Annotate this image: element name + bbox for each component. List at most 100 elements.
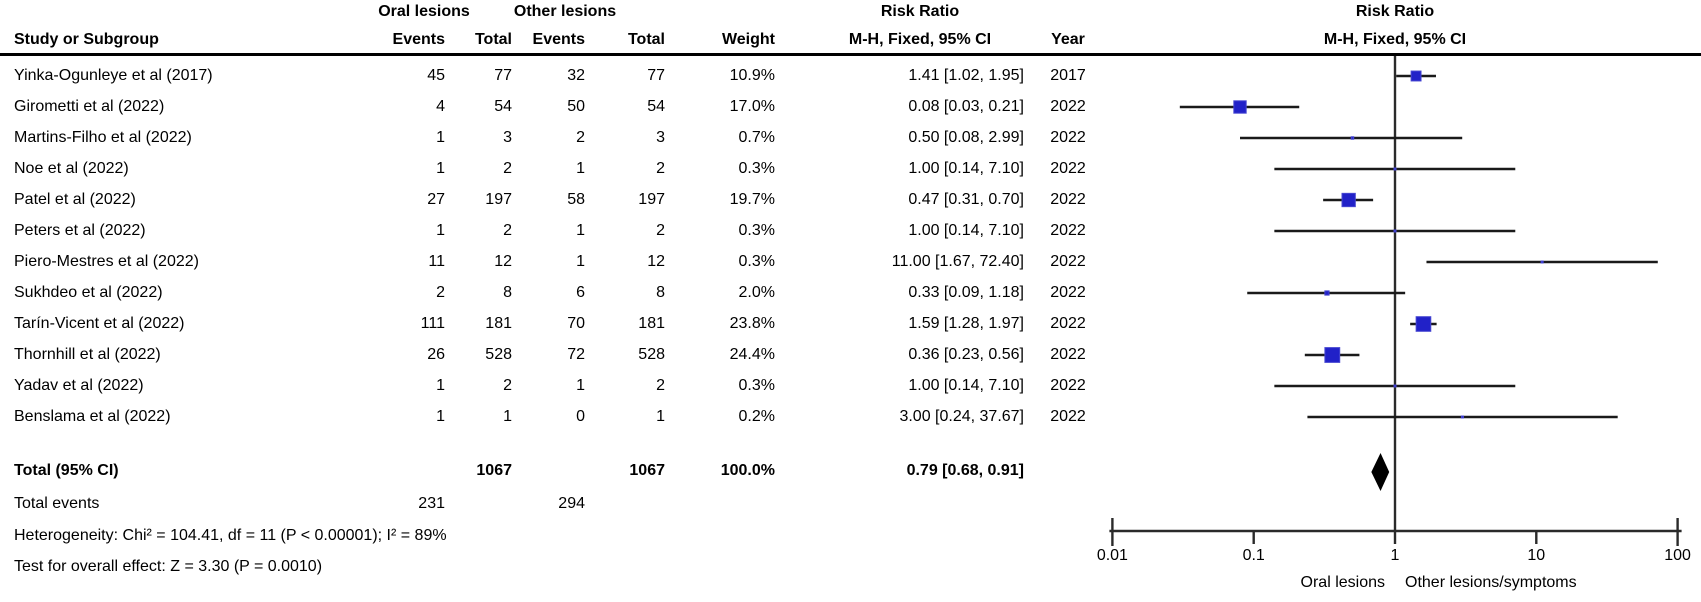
risk-ratio-cell: 0.33 [0.09, 1.18] <box>908 284 1024 301</box>
oral-total-cell: 197 <box>485 191 512 208</box>
weight-cell: 10.9% <box>729 67 775 84</box>
total-oral-total: 1067 <box>476 462 512 479</box>
risk-ratio-cell: 1.00 [0.14, 7.10] <box>908 377 1024 394</box>
risk-ratio-header-left: Risk Ratio <box>880 3 960 20</box>
year-cell: 2022 <box>1050 408 1086 425</box>
oral-events-cell: 2 <box>436 284 445 301</box>
weight-cell: 0.3% <box>738 160 775 177</box>
weight-cell: 0.7% <box>738 129 775 146</box>
risk-ratio-cell: 11.00 [1.67, 72.40] <box>891 253 1024 270</box>
oral-total-cell: 2 <box>503 377 512 394</box>
weight-cell: 0.2% <box>738 408 775 425</box>
total-row-label: Total (95% CI) <box>14 462 119 479</box>
favors-right-label: Other lesions/symptoms <box>1405 574 1577 591</box>
oral-events-cell: 27 <box>427 191 445 208</box>
risk-ratio-cell: 0.08 [0.03, 0.21] <box>908 98 1024 115</box>
risk-ratio-header-right: Risk Ratio <box>1355 3 1435 20</box>
heterogeneity-note: Heterogeneity: Chi² = 104.41, df = 11 (P… <box>14 527 447 544</box>
risk-ratio-cell: 1.59 [1.28, 1.97] <box>908 315 1024 332</box>
other-total-cell: 197 <box>638 191 665 208</box>
point-estimate-square <box>1350 136 1355 140</box>
year-cell: 2022 <box>1050 191 1086 208</box>
total-events-label: Total events <box>14 495 100 512</box>
oral-events-cell: 1 <box>436 129 445 146</box>
other-total-cell: 3 <box>656 129 665 146</box>
year-cell: 2017 <box>1050 67 1086 84</box>
oral-events-column-header: Events <box>392 31 445 48</box>
risk-ratio-cell: 3.00 [0.24, 37.67] <box>899 408 1024 425</box>
risk-ratio-cell: 1.41 [1.02, 1.95] <box>908 67 1024 84</box>
study-name-cell: Yadav et al (2022) <box>14 377 144 394</box>
study-name-cell: Sukhdeo et al (2022) <box>14 284 163 301</box>
x-axis-tick-label: 10 <box>1527 547 1546 564</box>
year-cell: 2022 <box>1050 346 1086 363</box>
favors-left-label: Oral lesions <box>1300 574 1385 591</box>
weight-cell: 17.0% <box>729 98 775 115</box>
point-estimate-square <box>1324 290 1330 296</box>
total-risk-ratio: 0.79 [0.68, 0.91] <box>906 462 1024 479</box>
other-total-cell: 2 <box>656 160 665 177</box>
oral-total-cell: 528 <box>485 346 512 363</box>
study-name-cell: Benslama et al (2022) <box>14 408 171 425</box>
total-events-other: 294 <box>558 495 585 512</box>
other-total-cell: 12 <box>647 253 665 270</box>
point-estimate-square <box>1341 192 1356 208</box>
x-axis-tick-label: 100 <box>1664 547 1691 564</box>
risk-ratio-cell: 1.00 [0.14, 7.10] <box>908 222 1024 239</box>
study-name-cell: Patel et al (2022) <box>14 191 136 208</box>
other-lesions-group-header: Other lesions <box>513 3 617 20</box>
point-estimate-square <box>1410 70 1422 82</box>
oral-total-cell: 12 <box>494 253 512 270</box>
oral-events-cell: 1 <box>436 160 445 177</box>
weight-column-header: Weight <box>721 31 775 48</box>
point-estimate-square <box>1233 100 1247 114</box>
study-name-cell: Thornhill et al (2022) <box>14 346 161 363</box>
weight-cell: 24.4% <box>729 346 775 363</box>
risk-ratio-cell: 0.47 [0.31, 0.70] <box>908 191 1024 208</box>
study-column-header: Study or Subgroup <box>14 31 159 48</box>
other-events-cell: 0 <box>576 408 585 425</box>
oral-total-cell: 54 <box>494 98 512 115</box>
oral-total-cell: 1 <box>503 408 512 425</box>
other-total-cell: 2 <box>656 222 665 239</box>
oral-total-cell: 181 <box>485 315 512 332</box>
other-total-cell: 181 <box>638 315 665 332</box>
weight-cell: 19.7% <box>729 191 775 208</box>
year-column-header: Year <box>1051 31 1085 48</box>
total-other-total: 1067 <box>629 462 665 479</box>
method-ci-column-header: M-H, Fixed, 95% CI <box>848 31 992 48</box>
point-estimate-square <box>1460 415 1464 419</box>
other-total-cell: 1 <box>656 408 665 425</box>
study-name-cell: Noe et al (2022) <box>14 160 129 177</box>
other-events-cell: 1 <box>576 377 585 394</box>
other-events-cell: 2 <box>576 129 585 146</box>
weight-cell: 0.3% <box>738 377 775 394</box>
oral-total-cell: 77 <box>494 67 512 84</box>
point-estimate-square <box>1393 384 1397 388</box>
oral-events-cell: 4 <box>436 98 445 115</box>
method-ci-plot-header: M-H, Fixed, 95% CI <box>1323 31 1467 48</box>
year-cell: 2022 <box>1050 315 1086 332</box>
oral-events-cell: 1 <box>436 408 445 425</box>
weight-cell: 0.3% <box>738 253 775 270</box>
study-name-cell: Girometti et al (2022) <box>14 98 165 115</box>
other-events-cell: 58 <box>567 191 585 208</box>
other-total-column-header: Total <box>627 31 665 48</box>
other-total-cell: 77 <box>647 67 665 84</box>
study-name-cell: Peters et al (2022) <box>14 222 146 239</box>
weight-cell: 23.8% <box>729 315 775 332</box>
oral-events-cell: 45 <box>427 67 445 84</box>
study-name-cell: Martins-Filho et al (2022) <box>14 129 192 146</box>
other-events-column-header: Events <box>532 31 585 48</box>
point-estimate-square <box>1324 347 1341 363</box>
total-events-oral: 231 <box>418 495 445 512</box>
other-events-cell: 72 <box>567 346 585 363</box>
other-events-cell: 50 <box>567 98 585 115</box>
oral-events-cell: 26 <box>427 346 445 363</box>
x-axis-tick-label: 0.01 <box>1096 547 1128 564</box>
other-events-cell: 1 <box>576 253 585 270</box>
overall-effect-note: Test for overall effect: Z = 3.30 (P = 0… <box>14 558 323 575</box>
point-estimate-square <box>1393 229 1397 233</box>
year-cell: 2022 <box>1050 222 1086 239</box>
